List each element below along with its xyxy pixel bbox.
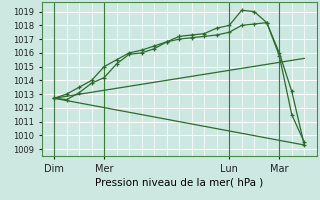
X-axis label: Pression niveau de la mer( hPa ): Pression niveau de la mer( hPa ) bbox=[95, 178, 263, 188]
